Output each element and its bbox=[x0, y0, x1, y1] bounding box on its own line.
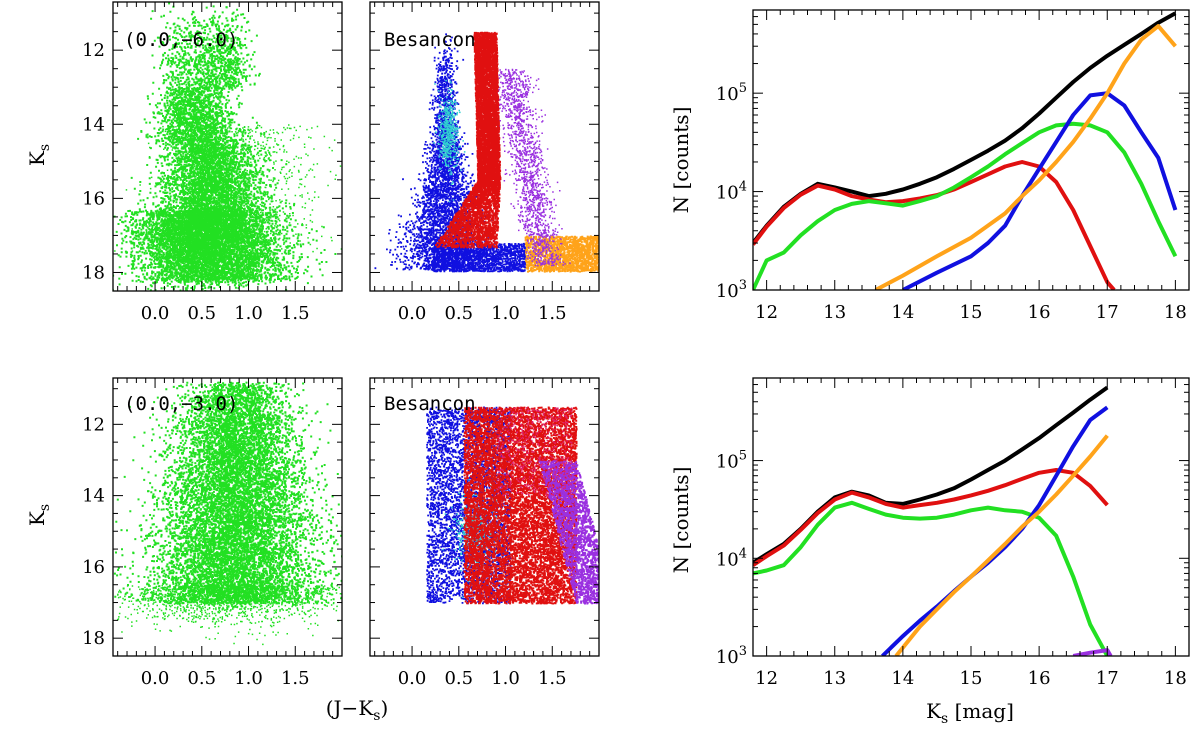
scatter-series bbox=[430, 242, 526, 273]
x-tick-label: 1.0 bbox=[491, 303, 520, 324]
series-line bbox=[894, 434, 1109, 656]
y-tick-label: 14 bbox=[82, 486, 105, 507]
x-tick-label: 0.5 bbox=[444, 303, 473, 324]
series-line bbox=[881, 405, 1109, 656]
x-tick-label: 12 bbox=[755, 302, 778, 323]
series-group bbox=[753, 11, 1178, 290]
x-tick-label: 0.0 bbox=[141, 668, 170, 689]
model-label-top: Besancon bbox=[384, 29, 476, 51]
y-tick-label: 105 bbox=[716, 81, 747, 105]
y-tick-label: 14 bbox=[82, 114, 105, 135]
scatter-points bbox=[463, 406, 578, 605]
x-tick-label: 17 bbox=[1096, 302, 1119, 323]
x-tick-label: 16 bbox=[1028, 302, 1051, 323]
plot-frame bbox=[369, 377, 600, 657]
y-tick-label: 12 bbox=[82, 40, 105, 61]
cmd-panel-top-observed: 0.0 0.5 1.0 1.5 12 14 16 18 bbox=[82, 1, 343, 324]
scatter-points bbox=[435, 31, 502, 249]
x-tick-label: 1.5 bbox=[281, 668, 310, 689]
x-tick-label: 1.0 bbox=[491, 668, 520, 689]
hist-ylabel-bottom: N [counts] bbox=[669, 467, 693, 574]
plot-frame bbox=[112, 377, 343, 657]
y-tick-label: 16 bbox=[82, 557, 105, 578]
series-line bbox=[753, 11, 1177, 245]
scatter-points bbox=[117, 584, 342, 646]
y-tick-label: 104 bbox=[716, 180, 747, 204]
plot-frame bbox=[369, 1, 600, 292]
series-line bbox=[753, 121, 1178, 290]
x-tick-label: 13 bbox=[823, 302, 846, 323]
scatter-series bbox=[433, 79, 466, 203]
y-tick-label: 103 bbox=[716, 644, 747, 668]
cmd-panel-top-model: 0.0 0.5 1.0 1.5 bbox=[369, 1, 600, 324]
scatter-series bbox=[463, 406, 578, 605]
cmd-xlabel: (J−Ks) bbox=[326, 696, 389, 724]
cmd-ylabel-bottom: Ks bbox=[25, 504, 53, 526]
x-tick-label: 17 bbox=[1096, 668, 1119, 689]
scatter-series bbox=[113, 381, 342, 605]
lumfunc-panel-bottom: 12 13 14 15 16 17 18 103 104 105 bbox=[716, 377, 1190, 689]
field-label-bottom: (0.0,−3.0) bbox=[124, 393, 238, 415]
plot-frame bbox=[112, 1, 343, 292]
x-tick-label: 14 bbox=[891, 302, 914, 323]
scatter-series bbox=[538, 460, 599, 605]
scatter-points bbox=[113, 209, 302, 291]
scatter-series bbox=[113, 209, 302, 291]
x-tick-label: 0.0 bbox=[141, 303, 170, 324]
scatter-points bbox=[433, 79, 466, 203]
x-tick-label: 16 bbox=[1028, 668, 1051, 689]
cmd-panel-bottom-observed: 0.0 0.5 1.0 1.5 12 14 16 18 bbox=[82, 377, 343, 689]
lumfunc-panel-top: 12 13 14 15 16 17 18 103 104 105 bbox=[716, 9, 1190, 323]
x-tick-label: 1.0 bbox=[234, 668, 263, 689]
x-tick-label: 1.0 bbox=[234, 303, 263, 324]
scatter-points bbox=[538, 460, 599, 605]
x-tick-label: 0.0 bbox=[398, 668, 427, 689]
x-tick-label: 0.5 bbox=[187, 303, 216, 324]
y-tick-label: 16 bbox=[82, 188, 105, 209]
series-line bbox=[901, 91, 1178, 290]
x-tick-label: 18 bbox=[1164, 302, 1187, 323]
y-tick-label: 18 bbox=[82, 628, 105, 649]
scatter-points bbox=[430, 242, 526, 273]
plot-frame bbox=[752, 377, 1190, 657]
x-tick-label: 0.5 bbox=[187, 668, 216, 689]
scatter-points bbox=[496, 406, 573, 498]
series-line bbox=[874, 24, 1177, 290]
series-line bbox=[1072, 648, 1113, 656]
scatter-points bbox=[113, 381, 342, 605]
series-line bbox=[753, 160, 1116, 290]
x-tick-label: 18 bbox=[1164, 668, 1187, 689]
x-tick-label: 0.5 bbox=[444, 668, 473, 689]
y-tick-label: 104 bbox=[716, 546, 747, 570]
series-line bbox=[753, 500, 1110, 656]
field-label-top: (0.0,−6.0) bbox=[124, 29, 238, 51]
x-tick-label: 0.0 bbox=[398, 303, 427, 324]
x-tick-label: 15 bbox=[960, 302, 983, 323]
series-group bbox=[753, 385, 1113, 656]
x-tick-label: 13 bbox=[823, 668, 846, 689]
cmd-panel-bottom-model: 0.0 0.5 1.0 1.5 bbox=[369, 377, 600, 689]
y-tick-label: 105 bbox=[716, 449, 747, 473]
scatter-series bbox=[117, 584, 342, 646]
y-tick-label: 103 bbox=[716, 278, 747, 302]
model-label-bottom: Besancon bbox=[384, 393, 476, 415]
hist-xlabel: Ks [mag] bbox=[926, 699, 1014, 727]
x-tick-label: 1.5 bbox=[281, 303, 310, 324]
scatter-series bbox=[435, 31, 502, 249]
scatter-series bbox=[496, 406, 573, 498]
x-tick-label: 12 bbox=[755, 668, 778, 689]
hist-ylabel-top: N [counts] bbox=[669, 107, 693, 214]
x-tick-label: 14 bbox=[891, 668, 914, 689]
x-tick-label: 1.5 bbox=[538, 668, 567, 689]
y-tick-label: 18 bbox=[82, 262, 105, 283]
y-tick-label: 12 bbox=[82, 414, 105, 435]
cmd-ylabel-top: Ks bbox=[25, 144, 53, 166]
series-line bbox=[753, 468, 1109, 567]
x-tick-label: 15 bbox=[960, 668, 983, 689]
x-tick-label: 1.5 bbox=[538, 303, 567, 324]
